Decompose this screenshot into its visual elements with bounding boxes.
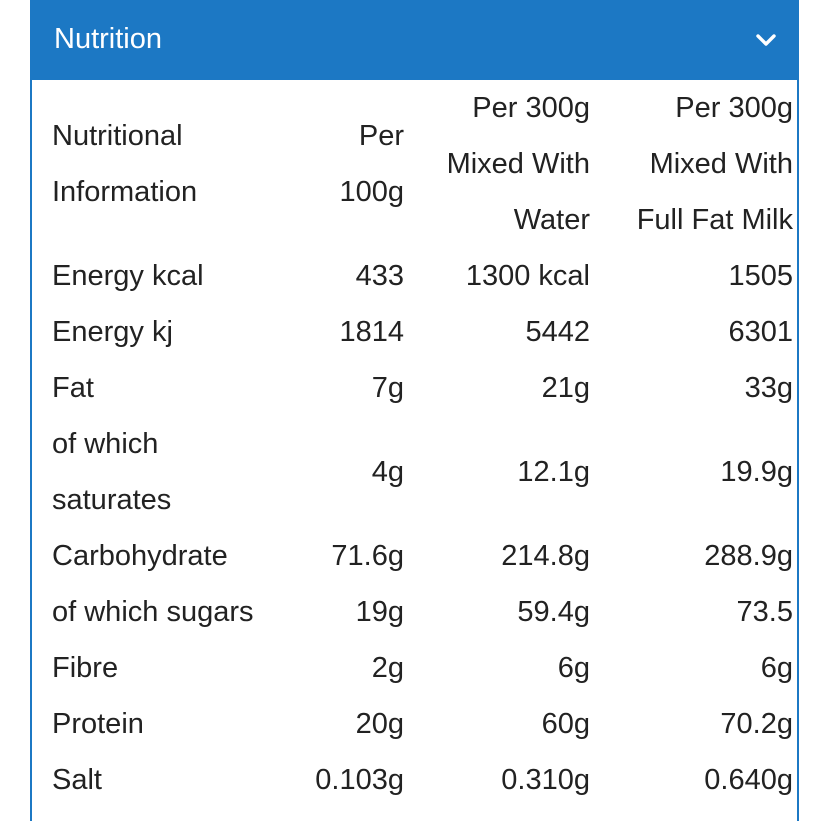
header-line: Water [513,204,590,236]
nutrition-table: Nutritional Information Per 100g Per 300… [32,80,797,808]
header-line: Nutritional [52,120,183,152]
nutrient-value: 7g [371,372,404,404]
nutrient-value: 433 [355,260,404,292]
table-row: Carbohydrate 71.6g 214.8g 288.9g [32,528,797,584]
nutrition-accordion-header[interactable]: Nutrition [30,0,799,80]
nutrient-value: 59.4g [517,596,590,628]
nutrient-value: 33g [744,372,793,404]
nutrient-value: 0.310g [501,764,590,796]
header-line: Full Fat Milk [636,204,793,236]
table-header-row: Nutritional Information Per 100g Per 300… [32,80,797,248]
nutrient-value: 0.640g [704,764,793,796]
nutrient-label-line: Fibre [52,652,119,684]
nutrient-label-line: Energy kcal [52,260,204,292]
nutrition-accordion: Nutrition Nutritional Information Per [30,0,799,821]
header-per-300g-water: Per 300g Mixed With Water [414,80,606,248]
nutrient-value: 70.2g [720,708,793,740]
nutrient-label: Energy kj [32,304,287,360]
nutrient-label-line: Fat [52,372,94,404]
header-line: Mixed With [446,148,590,180]
nutrient-label: Fat [32,360,287,416]
nutrient-value: 1300 kcal [465,260,590,292]
nutrient-label: of which saturates [32,416,287,528]
header-line: Mixed With [649,148,793,180]
nutrient-label-line: Carbohydrate [52,540,228,572]
nutrient-value: 0.103g [315,764,404,796]
table-row: Fibre 2g 6g 6g [32,640,797,696]
header-line: Per 300g [472,92,590,124]
header-line: Per 300g [675,92,793,124]
nutrient-value: 6301 [728,316,793,348]
table-row: Salt 0.103g 0.310g 0.640g [32,752,797,808]
nutrient-value: 73.5 [736,596,793,628]
nutrient-value: 60g [541,708,590,740]
nutrient-label-line: Protein [52,708,144,740]
table-row: of which saturates 4g 12.1g 19.9g [32,416,797,528]
table-row: Energy kcal 433 1300 kcal 1505 [32,248,797,304]
nutrient-value: 19g [355,596,404,628]
nutrient-label-line: saturates [52,484,172,516]
nutrient-value: 12.1g [517,456,590,488]
header-line: 100g [339,176,404,208]
header-nutritional-information: Nutritional Information [32,80,287,248]
table-row: of which sugars 19g 59.4g 73.5 [32,584,797,640]
nutrient-value: 214.8g [501,540,590,572]
nutrient-label-line: of which [52,428,159,460]
nutrient-label: Fibre [32,640,287,696]
nutrient-label: Salt [32,752,287,808]
nutrient-value: 288.9g [704,540,793,572]
nutrient-value: 1814 [339,316,404,348]
header-per-100g: Per 100g [287,80,414,248]
nutrient-value: 5442 [525,316,590,348]
header-line: Per [358,120,404,152]
table-row: Fat 7g 21g 33g [32,360,797,416]
nutrient-label-line: Energy kj [52,316,173,348]
nutrient-label: Carbohydrate [32,528,287,584]
nutrient-value: 21g [541,372,590,404]
header-per-300g-milk: Per 300g Mixed With Full Fat Milk [606,80,797,248]
nutrient-value: 20g [355,708,404,740]
nutrient-label: Energy kcal [32,248,287,304]
nutrient-label-line: Salt [52,764,102,796]
nutrient-value: 19.9g [720,456,793,488]
chevron-down-icon[interactable] [755,29,777,51]
nutrient-label: Protein [32,696,287,752]
nutrient-value: 1505 [728,260,793,292]
nutrition-table-container: Nutritional Information Per 100g Per 300… [32,80,797,808]
nutrient-value: 6g [557,652,590,684]
nutrient-value: 6g [760,652,793,684]
table-row: Protein 20g 60g 70.2g [32,696,797,752]
nutrient-value: 71.6g [331,540,404,572]
table-row: Energy kj 1814 5442 6301 [32,304,797,360]
nutrient-label-line: of which sugars [52,596,254,628]
nutrient-value: 2g [371,652,404,684]
accordion-title: Nutrition [54,22,162,55]
nutrient-label: of which sugars [32,584,287,640]
nutrition-table-body: Nutritional Information Per 100g Per 300… [32,80,797,808]
header-line: Information [52,176,198,208]
nutrient-value: 4g [371,456,404,488]
